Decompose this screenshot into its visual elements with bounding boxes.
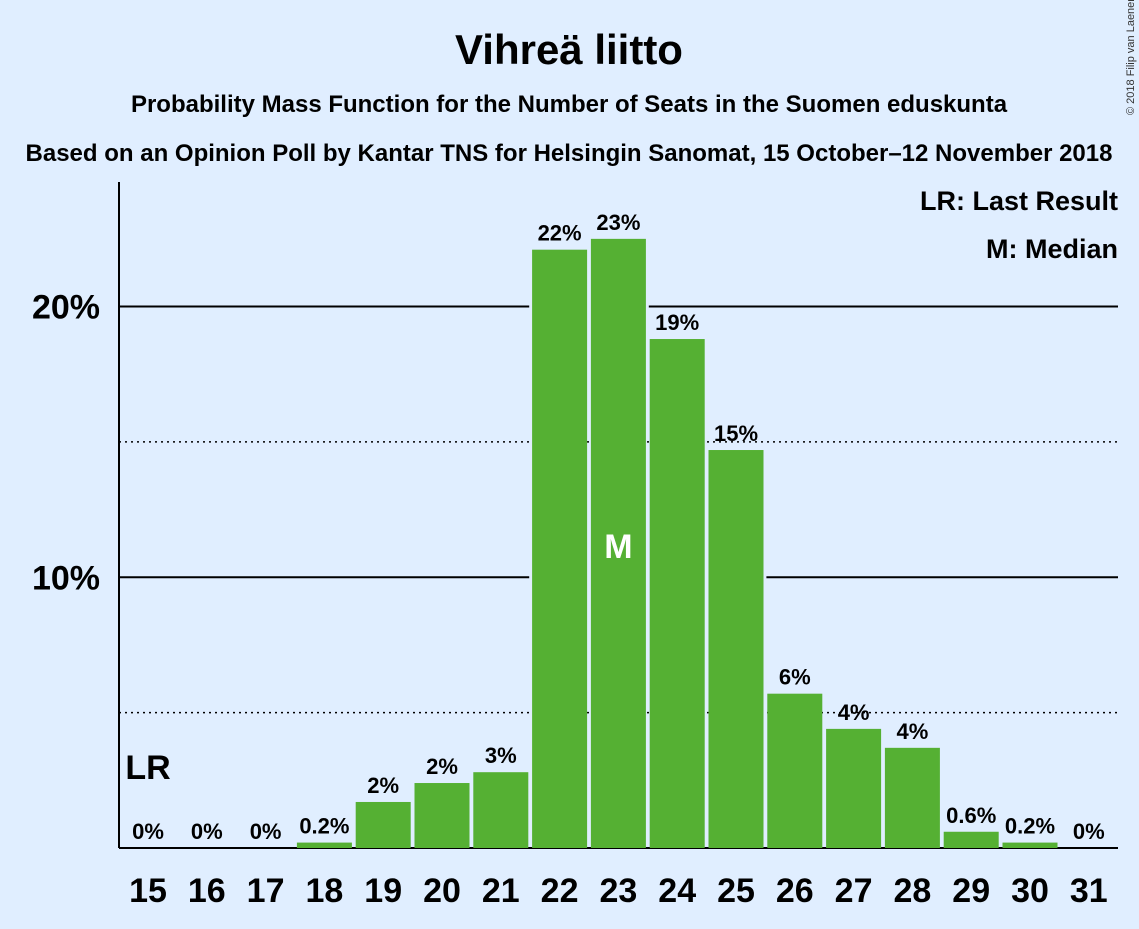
bar: [884, 747, 940, 848]
copyright-notice: © 2018 Filip van Laenen: [1125, 0, 1137, 115]
x-tick-label: 27: [835, 872, 873, 910]
y-tick-label: 10%: [32, 559, 100, 597]
bar-value-label: 22%: [538, 221, 582, 246]
bar-value-label: 2%: [426, 754, 458, 779]
bar: [649, 339, 705, 848]
x-tick-labels: 15 16 17 18 19 20 21 22 23 24 25 26 27 28 29 30 31: [129, 872, 1108, 910]
x-tick-label: 18: [305, 872, 343, 910]
markers: M LR: [125, 528, 632, 787]
bar-value-label: 4%: [897, 719, 929, 744]
bar-value-label: 6%: [779, 665, 811, 690]
bar: [296, 842, 352, 848]
chart-subtitle: Probability Mass Function for the Number…: [131, 91, 1008, 118]
bar-value-label: 0.6%: [946, 803, 996, 828]
x-tick-label: 22: [541, 872, 579, 910]
bar: [826, 728, 882, 848]
median-marker: M: [604, 528, 632, 566]
bar: [943, 831, 999, 848]
x-tick-label: 17: [247, 872, 285, 910]
last-result-marker: LR: [125, 749, 170, 787]
chart-source-subtitle: Based on an Opinion Poll by Kantar TNS f…: [26, 140, 1113, 167]
bar: [414, 783, 470, 848]
bar: [355, 801, 411, 848]
bar: [590, 238, 646, 849]
x-tick-label: 20: [423, 872, 461, 910]
x-tick-label: 26: [776, 872, 814, 910]
x-tick-label: 21: [482, 872, 520, 910]
gridline-gap: [529, 575, 767, 580]
x-tick-label: 30: [1011, 872, 1049, 910]
bar-value-label: 4%: [838, 700, 870, 725]
bar-labels: 0% 0% 0% 0.2% 2% 2% 3% 22% 23% 19% 15% 6% 4% 4% 0.6% 0.…: [132, 210, 1105, 844]
bar: [708, 450, 764, 848]
bar-value-label: 23%: [596, 210, 640, 235]
bar-value-label: 3%: [485, 743, 517, 768]
legend-entry: LR: Last Result: [920, 186, 1118, 216]
x-tick-label: 25: [717, 872, 755, 910]
x-tick-label: 31: [1070, 872, 1108, 910]
bar-value-label: 0.2%: [1005, 814, 1055, 839]
bar: [767, 693, 823, 848]
x-tick-label: 16: [188, 872, 226, 910]
bar-value-label: 0%: [1073, 819, 1105, 844]
bar-value-label: 0%: [132, 819, 164, 844]
y-tick-label: 20%: [32, 289, 100, 327]
legend-entry: M: Median: [986, 234, 1118, 264]
x-tick-label: 29: [952, 872, 990, 910]
x-tick-label: 24: [658, 872, 696, 910]
bar: [473, 772, 529, 848]
bar-value-label: 19%: [655, 310, 699, 335]
x-tick-label: 15: [129, 872, 167, 910]
bar-value-label: 0.2%: [299, 814, 349, 839]
chart-title: Vihreä liitto: [455, 26, 683, 73]
bar: [532, 249, 588, 848]
x-tick-label: 19: [364, 872, 402, 910]
legend: LR: Last Result M: Median: [920, 186, 1118, 264]
bar: [1002, 842, 1058, 848]
bars: [296, 238, 1058, 849]
bar-value-label: 15%: [714, 421, 758, 446]
y-tick-labels: 10% 20%: [32, 289, 100, 598]
x-tick-label: 23: [599, 872, 637, 910]
bar-value-label: 0%: [191, 819, 223, 844]
gridline-gap: [529, 304, 649, 309]
x-tick-label: 28: [893, 872, 931, 910]
bar-value-label: 0%: [250, 819, 282, 844]
bar-value-label: 2%: [367, 773, 399, 798]
